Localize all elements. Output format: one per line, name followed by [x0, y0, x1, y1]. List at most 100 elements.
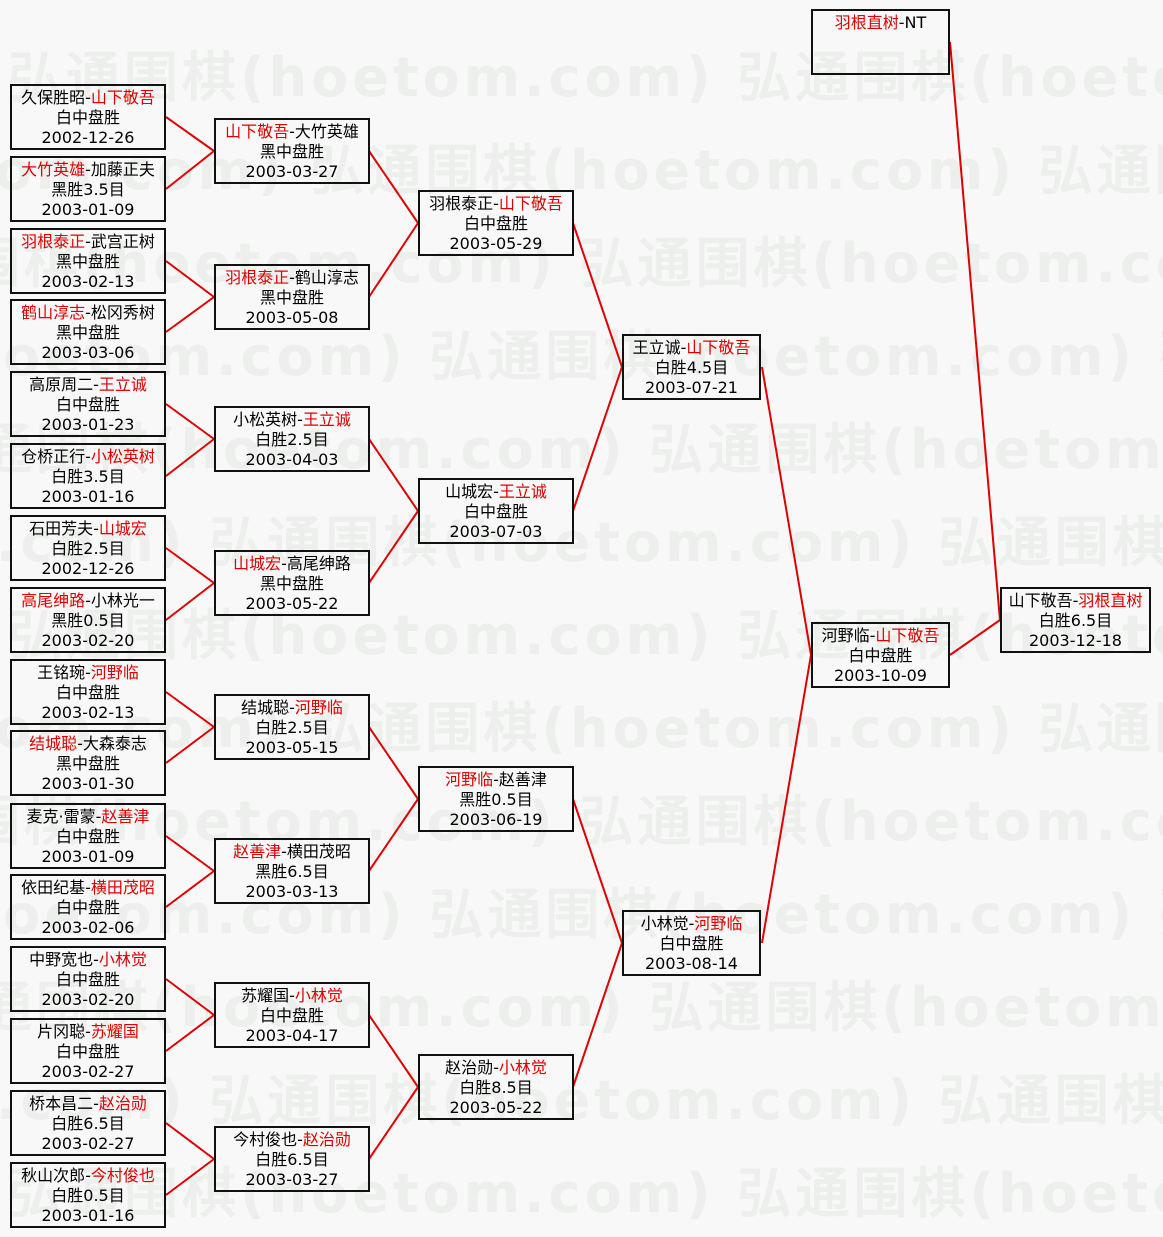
match-box-r1-7: 高尾绅路-小林光一 黑胜0.5目 2003-02-20 — [10, 587, 166, 653]
match-date: 2003-02-13 — [41, 272, 135, 291]
match-players: 鹤山淳志-松冈秀树 — [12, 303, 164, 323]
match-box-r1-3: 鹤山淳志-松冈秀树 黑中盘胜 2003-03-06 — [10, 299, 166, 365]
match-players: 羽根泰正-武宫正树 — [12, 232, 164, 252]
match-players: 久保胜昭-山下敬吾 — [12, 88, 164, 108]
player-name: 山下敬吾 — [686, 338, 751, 357]
match-date: 2003-02-27 — [41, 1062, 135, 1081]
player-separator: - — [85, 591, 91, 610]
player-name: 赵善津 — [498, 770, 547, 789]
player-name: 依田纪基 — [21, 878, 86, 897]
match-result: 白胜4.5目 — [654, 358, 729, 377]
match-date: 2003-12-18 — [1029, 631, 1122, 650]
player-name: 山下敬吾 — [498, 194, 563, 213]
match-box-r2-3: 山城宏-高尾绅路 黑中盘胜 2003-05-22 — [214, 550, 370, 616]
match-result: 白中盘胜 — [55, 827, 120, 846]
connector-line — [165, 726, 215, 764]
match-date: 2003-02-20 — [41, 990, 135, 1009]
connector-line — [761, 366, 812, 656]
match-result: 白中盘胜 — [55, 970, 120, 989]
match-players: 结城聪-大森泰志 — [12, 734, 164, 754]
match-box-r1-8: 王铭琬-河野临 白中盘胜 2003-02-13 — [10, 659, 166, 725]
match-date: 2003-03-13 — [245, 882, 339, 901]
player-name: 鹤山淳志 — [21, 303, 86, 322]
watermark-text: 弘通围棋(hoetom.com) 弘通围棋(hoetom.com) 弘通围棋(h… — [8, 1162, 1163, 1225]
match-players: 河野临-山下敬吾 — [813, 626, 948, 646]
match-players: 高尾绅路-小林光一 — [12, 591, 164, 611]
player-name: 河野临 — [90, 663, 139, 682]
match-box-r2-2: 小松英树-王立诚 白胜2.5目 2003-04-03 — [214, 406, 370, 472]
match-result: 白中盘胜 — [463, 214, 528, 233]
player-separator: - — [85, 88, 91, 107]
match-result: 白胜6.5目 — [51, 1114, 125, 1133]
connector-line — [165, 438, 215, 477]
match-box-r4-1: 小林觉-河野临 白中盘胜 2003-08-14 — [622, 910, 761, 976]
match-box-r4-0: 王立诚-山下敬吾 白胜4.5目 2003-07-21 — [622, 334, 761, 400]
match-date: 2003-07-21 — [645, 378, 738, 397]
connector-line — [165, 835, 215, 872]
match-box-r3-1: 山城宏-王立诚 白中盘胜 2003-07-03 — [418, 478, 574, 544]
match-result: 白胜6.5目 — [255, 1150, 329, 1169]
connector-line — [368, 798, 419, 872]
player-name: 小林光一 — [90, 591, 155, 610]
player-name: 今村俊也 — [233, 1130, 298, 1149]
match-result: 白中盘胜 — [55, 395, 120, 414]
match-result — [813, 33, 948, 53]
player-name: 王立诚 — [98, 375, 147, 394]
player-name: 王立诚 — [632, 338, 681, 357]
match-players: 山城宏-高尾绅路 — [216, 554, 368, 574]
player-separator: - — [289, 122, 295, 141]
connector-line — [572, 942, 623, 1088]
match-players: 苏耀国-小林觉 — [216, 986, 368, 1006]
match-result: 黑中盘胜 — [259, 288, 324, 307]
player-name: 大竹英雄 — [21, 160, 86, 179]
watermark-text: 弘通围棋(hoetom.com) 弘通围棋(hoetom.com) 弘通围棋(h… — [0, 418, 1163, 481]
player-name: 河野临 — [445, 770, 494, 789]
watermark-text: 弘通围棋(hoetom.com) 弘通围棋(hoetom.com) 弘通围棋(h… — [0, 697, 1163, 760]
player-name: 大竹英雄 — [294, 122, 359, 141]
match-box-r1-9: 结城聪-大森泰志 黑中盘胜 2003-01-30 — [10, 730, 166, 796]
match-box-r2-4: 结城聪-河野临 白胜2.5目 2003-05-15 — [214, 694, 370, 760]
player-name: 羽根泰正 — [429, 194, 494, 213]
match-result: 黑中盘胜 — [55, 754, 120, 773]
player-separator: - — [93, 375, 99, 394]
match-players: 结城聪-河野临 — [216, 698, 368, 718]
player-name: 小林觉 — [640, 914, 689, 933]
connector-line — [165, 691, 215, 728]
player-name: 中野宽也 — [29, 950, 94, 969]
player-separator: - — [281, 554, 287, 573]
player-name: 石田芳夫 — [29, 519, 94, 538]
player-separator: - — [93, 519, 99, 538]
player-name: 秋山次郎 — [21, 1166, 86, 1185]
player-name: 王铭琬 — [37, 663, 86, 682]
match-date: 2003-03-06 — [41, 343, 135, 362]
player-name: 王立诚 — [498, 482, 547, 501]
connector-line — [368, 1086, 419, 1160]
player-name: 羽根直树 — [834, 13, 899, 32]
match-players: 山城宏-王立诚 — [420, 482, 572, 502]
match-result: 黑胜0.5目 — [459, 790, 533, 809]
player-separator: - — [869, 626, 876, 645]
match-date: 2002-12-26 — [41, 559, 135, 578]
player-name: 松冈秀树 — [90, 303, 155, 322]
match-box-r1-15: 秋山次郎-今村俊也 白胜0.5目 2003-01-16 — [10, 1162, 166, 1228]
player-name: 高尾绅路 — [21, 591, 86, 610]
match-box-r3-0: 羽根泰正-山下敬吾 白中盘胜 2003-05-29 — [418, 190, 574, 256]
player-name: 赵善津 — [233, 842, 282, 861]
match-result: 黑中盘胜 — [55, 323, 120, 342]
match-box-r1-6: 石田芳夫-山城宏 白胜2.5目 2002-12-26 — [10, 515, 166, 581]
match-date: 2003-01-30 — [41, 774, 135, 793]
watermark-text: 弘通围棋(hoetom.com) 弘通围棋(hoetom.com) 弘通围棋(h… — [0, 325, 1163, 388]
watermark-text: 弘通围棋(hoetom.com) 弘通围棋(hoetom.com) 弘通围棋(h… — [0, 139, 1163, 202]
player-name: 赵治勋 — [98, 1094, 147, 1113]
match-date: 2003-01-16 — [41, 487, 135, 506]
player-name: 山城宏 — [233, 554, 282, 573]
match-box-r2-5: 赵善津-横田茂昭 黑胜6.5目 2003-03-13 — [214, 838, 370, 904]
match-date: 2003-05-08 — [245, 308, 339, 327]
match-date: 2003-08-14 — [645, 954, 738, 973]
match-box-r1-4: 高原周二-王立诚 白中盘胜 2003-01-23 — [10, 371, 166, 437]
player-separator: - — [898, 13, 905, 32]
match-box-r1-5: 仓桥正行-小松英树 白胜3.5目 2003-01-16 — [10, 443, 166, 509]
match-date: 2003-02-27 — [41, 1134, 135, 1153]
match-box-r1-0: 久保胜昭-山下敬吾 白中盘胜 2002-12-26 — [10, 84, 166, 150]
